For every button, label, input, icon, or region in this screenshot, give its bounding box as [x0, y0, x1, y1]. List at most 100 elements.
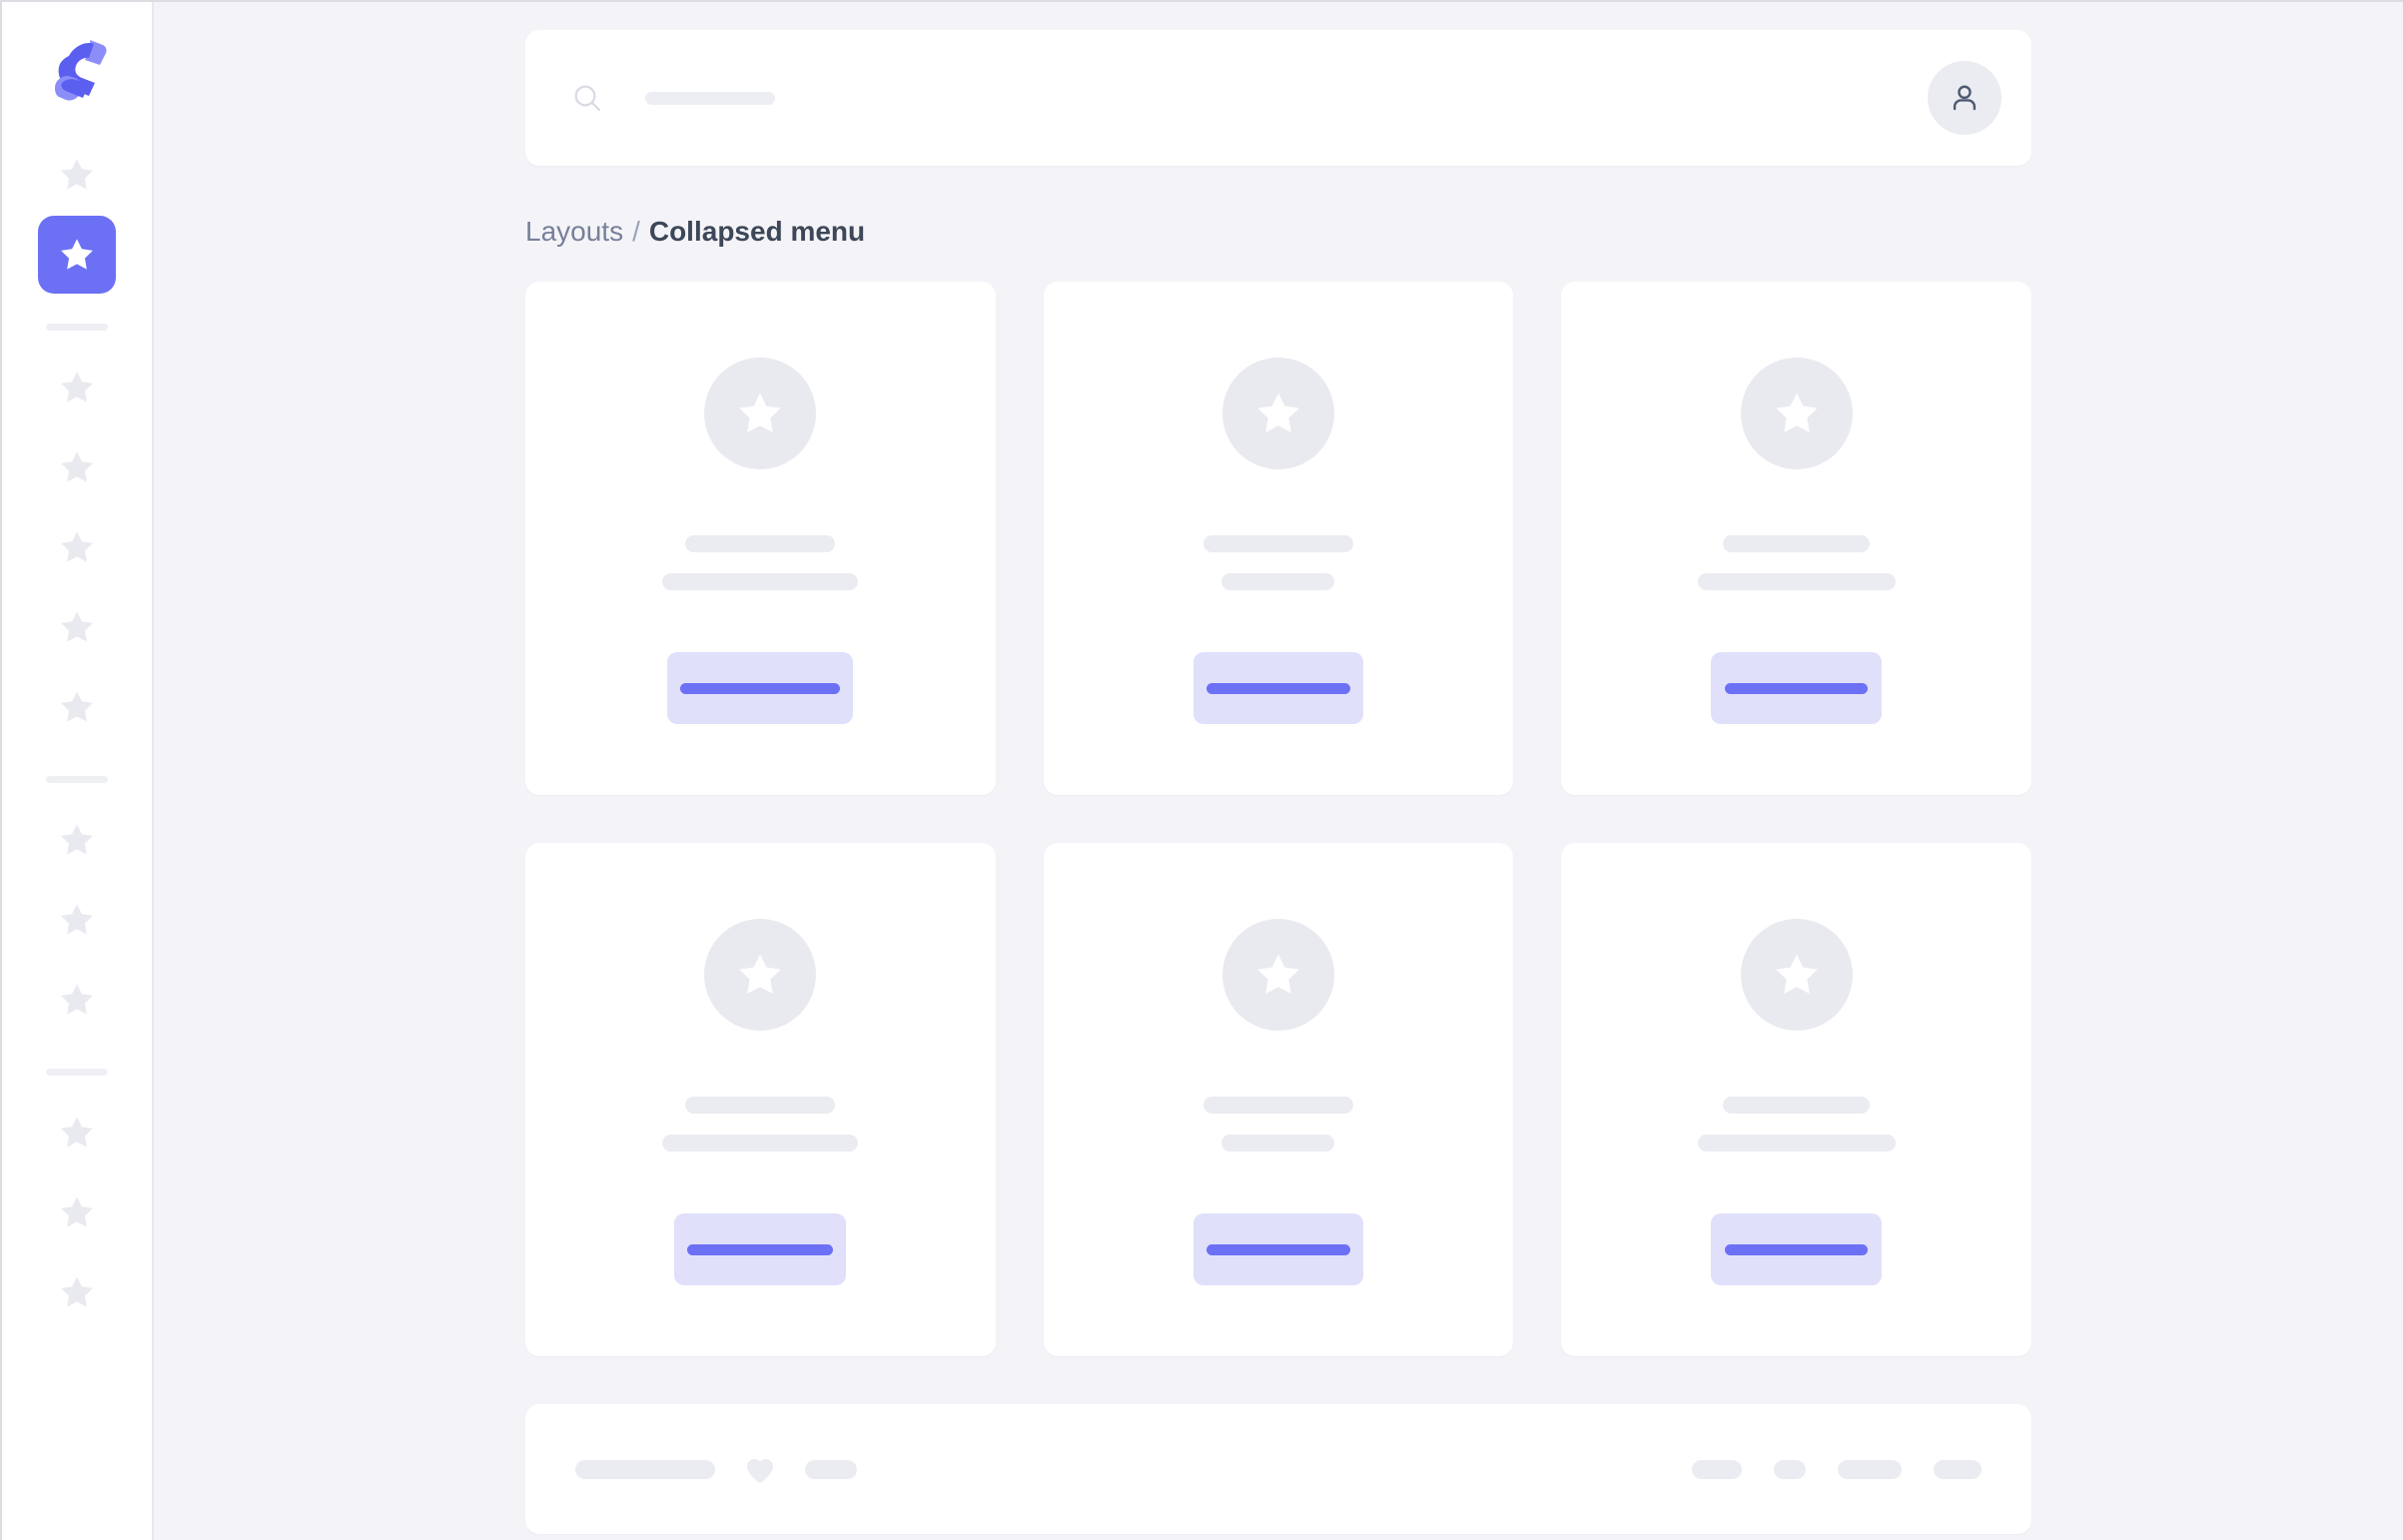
footer-left-group	[575, 1450, 857, 1488]
sidebar-group-group-primary	[2, 136, 152, 296]
sidebar-item-nav-item-12[interactable]	[38, 1173, 116, 1251]
heart-icon	[741, 1450, 779, 1488]
footer-link-1[interactable]	[1692, 1459, 1742, 1479]
star-icon	[61, 451, 93, 482]
card-grid	[525, 282, 2031, 1356]
content-card	[1561, 843, 2031, 1356]
card-title-skeleton	[1723, 1097, 1871, 1114]
logo-s-icon	[55, 40, 107, 101]
footer-chip-1[interactable]	[575, 1459, 715, 1479]
card-text-skeleton	[525, 535, 996, 590]
breadcrumb-current: Collapsed menu	[648, 216, 866, 247]
star-icon	[1775, 392, 1818, 432]
card-cta-button[interactable]	[667, 652, 854, 724]
footer-chip-2[interactable]	[805, 1459, 857, 1479]
star-icon	[61, 239, 93, 270]
brand-logo[interactable]	[38, 32, 116, 110]
card-cta-button[interactable]	[1193, 1213, 1363, 1285]
star-icon	[61, 1117, 93, 1148]
search-placeholder-skeleton	[645, 91, 775, 105]
card-cta-button[interactable]	[1193, 652, 1363, 724]
star-icon	[739, 954, 782, 994]
card-text-skeleton	[1044, 1097, 1514, 1152]
card-cta-button[interactable]	[1711, 1213, 1883, 1285]
sidebar-item-nav-item-3[interactable]	[38, 349, 116, 426]
sidebar-divider	[46, 1069, 108, 1076]
card-avatar	[704, 358, 817, 469]
sidebar-item-nav-item-1[interactable]	[38, 136, 116, 214]
main-content-area: Layouts / Collapsed menu	[154, 2, 2403, 1540]
footer-link-2[interactable]	[1774, 1459, 1806, 1479]
footer-link-3[interactable]	[1838, 1459, 1902, 1479]
card-avatar	[1221, 919, 1334, 1031]
user-icon	[1953, 85, 1977, 111]
card-cta-label-skeleton	[1725, 682, 1869, 694]
star-icon	[61, 372, 93, 402]
sidebar-item-nav-item-2[interactable]	[38, 216, 116, 294]
star-icon	[1257, 392, 1299, 432]
card-avatar	[1740, 358, 1853, 469]
card-title-skeleton	[685, 535, 836, 552]
card-subtitle-skeleton	[662, 573, 859, 590]
card-title-skeleton	[1723, 535, 1871, 552]
topbar	[525, 30, 2031, 166]
content-card	[1561, 282, 2031, 795]
sidebar-item-nav-item-11[interactable]	[38, 1094, 116, 1171]
sidebar-item-nav-item-7[interactable]	[38, 668, 116, 746]
star-icon	[739, 392, 782, 432]
sidebar-collapsed	[2, 2, 154, 1540]
search-icon	[574, 85, 601, 112]
card-cta-button[interactable]	[674, 1213, 847, 1285]
star-icon	[61, 984, 93, 1015]
content-card	[1043, 843, 1514, 1356]
star-icon	[1257, 954, 1299, 994]
content-card	[525, 843, 996, 1356]
sidebar-group-group-3	[2, 801, 152, 1041]
sidebar-group-group-2	[2, 349, 152, 748]
search-input[interactable]	[571, 30, 1928, 166]
sidebar-nav-groups	[2, 136, 152, 1333]
star-icon	[61, 691, 93, 722]
card-text-skeleton	[1561, 535, 2031, 590]
card-title-skeleton	[1202, 1097, 1353, 1114]
card-title-skeleton	[1202, 535, 1353, 552]
breadcrumb-parent-link[interactable]: Layouts	[525, 216, 624, 247]
sidebar-item-nav-item-6[interactable]	[38, 588, 116, 666]
card-avatar	[704, 919, 817, 1031]
sidebar-item-nav-item-8[interactable]	[38, 801, 116, 879]
sidebar-group-group-4	[2, 1094, 152, 1333]
content-card	[1043, 282, 1514, 795]
card-avatar	[1740, 919, 1853, 1031]
sidebar-item-nav-item-4[interactable]	[38, 428, 116, 506]
sidebar-divider	[46, 324, 108, 331]
footer-link-4[interactable]	[1934, 1459, 1982, 1479]
sidebar-item-nav-item-13[interactable]	[38, 1253, 116, 1331]
star-icon	[61, 1276, 93, 1307]
card-text-skeleton	[1044, 535, 1514, 590]
card-subtitle-skeleton	[1221, 1135, 1335, 1152]
star-icon	[61, 531, 93, 562]
breadcrumb: Layouts / Collapsed menu	[525, 218, 2031, 246]
card-cta-label-skeleton	[680, 682, 841, 694]
footer-right-group	[1692, 1459, 1982, 1479]
card-subtitle-skeleton	[1697, 1135, 1896, 1152]
card-text-skeleton	[525, 1097, 996, 1152]
footer-bar	[525, 1404, 2031, 1534]
star-icon	[61, 824, 93, 855]
account-avatar-button[interactable]	[1928, 61, 2002, 135]
card-avatar	[1221, 358, 1334, 469]
sidebar-item-nav-item-10[interactable]	[38, 961, 116, 1039]
sidebar-item-nav-item-9[interactable]	[38, 881, 116, 959]
sidebar-item-nav-item-5[interactable]	[38, 508, 116, 586]
heart-icon	[747, 1458, 773, 1484]
card-cta-button[interactable]	[1711, 652, 1883, 724]
star-icon	[61, 611, 93, 642]
star-icon	[1775, 954, 1818, 994]
content-card	[525, 282, 996, 795]
card-subtitle-skeleton	[1697, 573, 1896, 590]
card-subtitle-skeleton	[662, 1135, 859, 1152]
sidebar-divider	[46, 776, 108, 783]
breadcrumb-separator: /	[632, 216, 640, 247]
card-cta-label-skeleton	[1205, 1243, 1350, 1255]
